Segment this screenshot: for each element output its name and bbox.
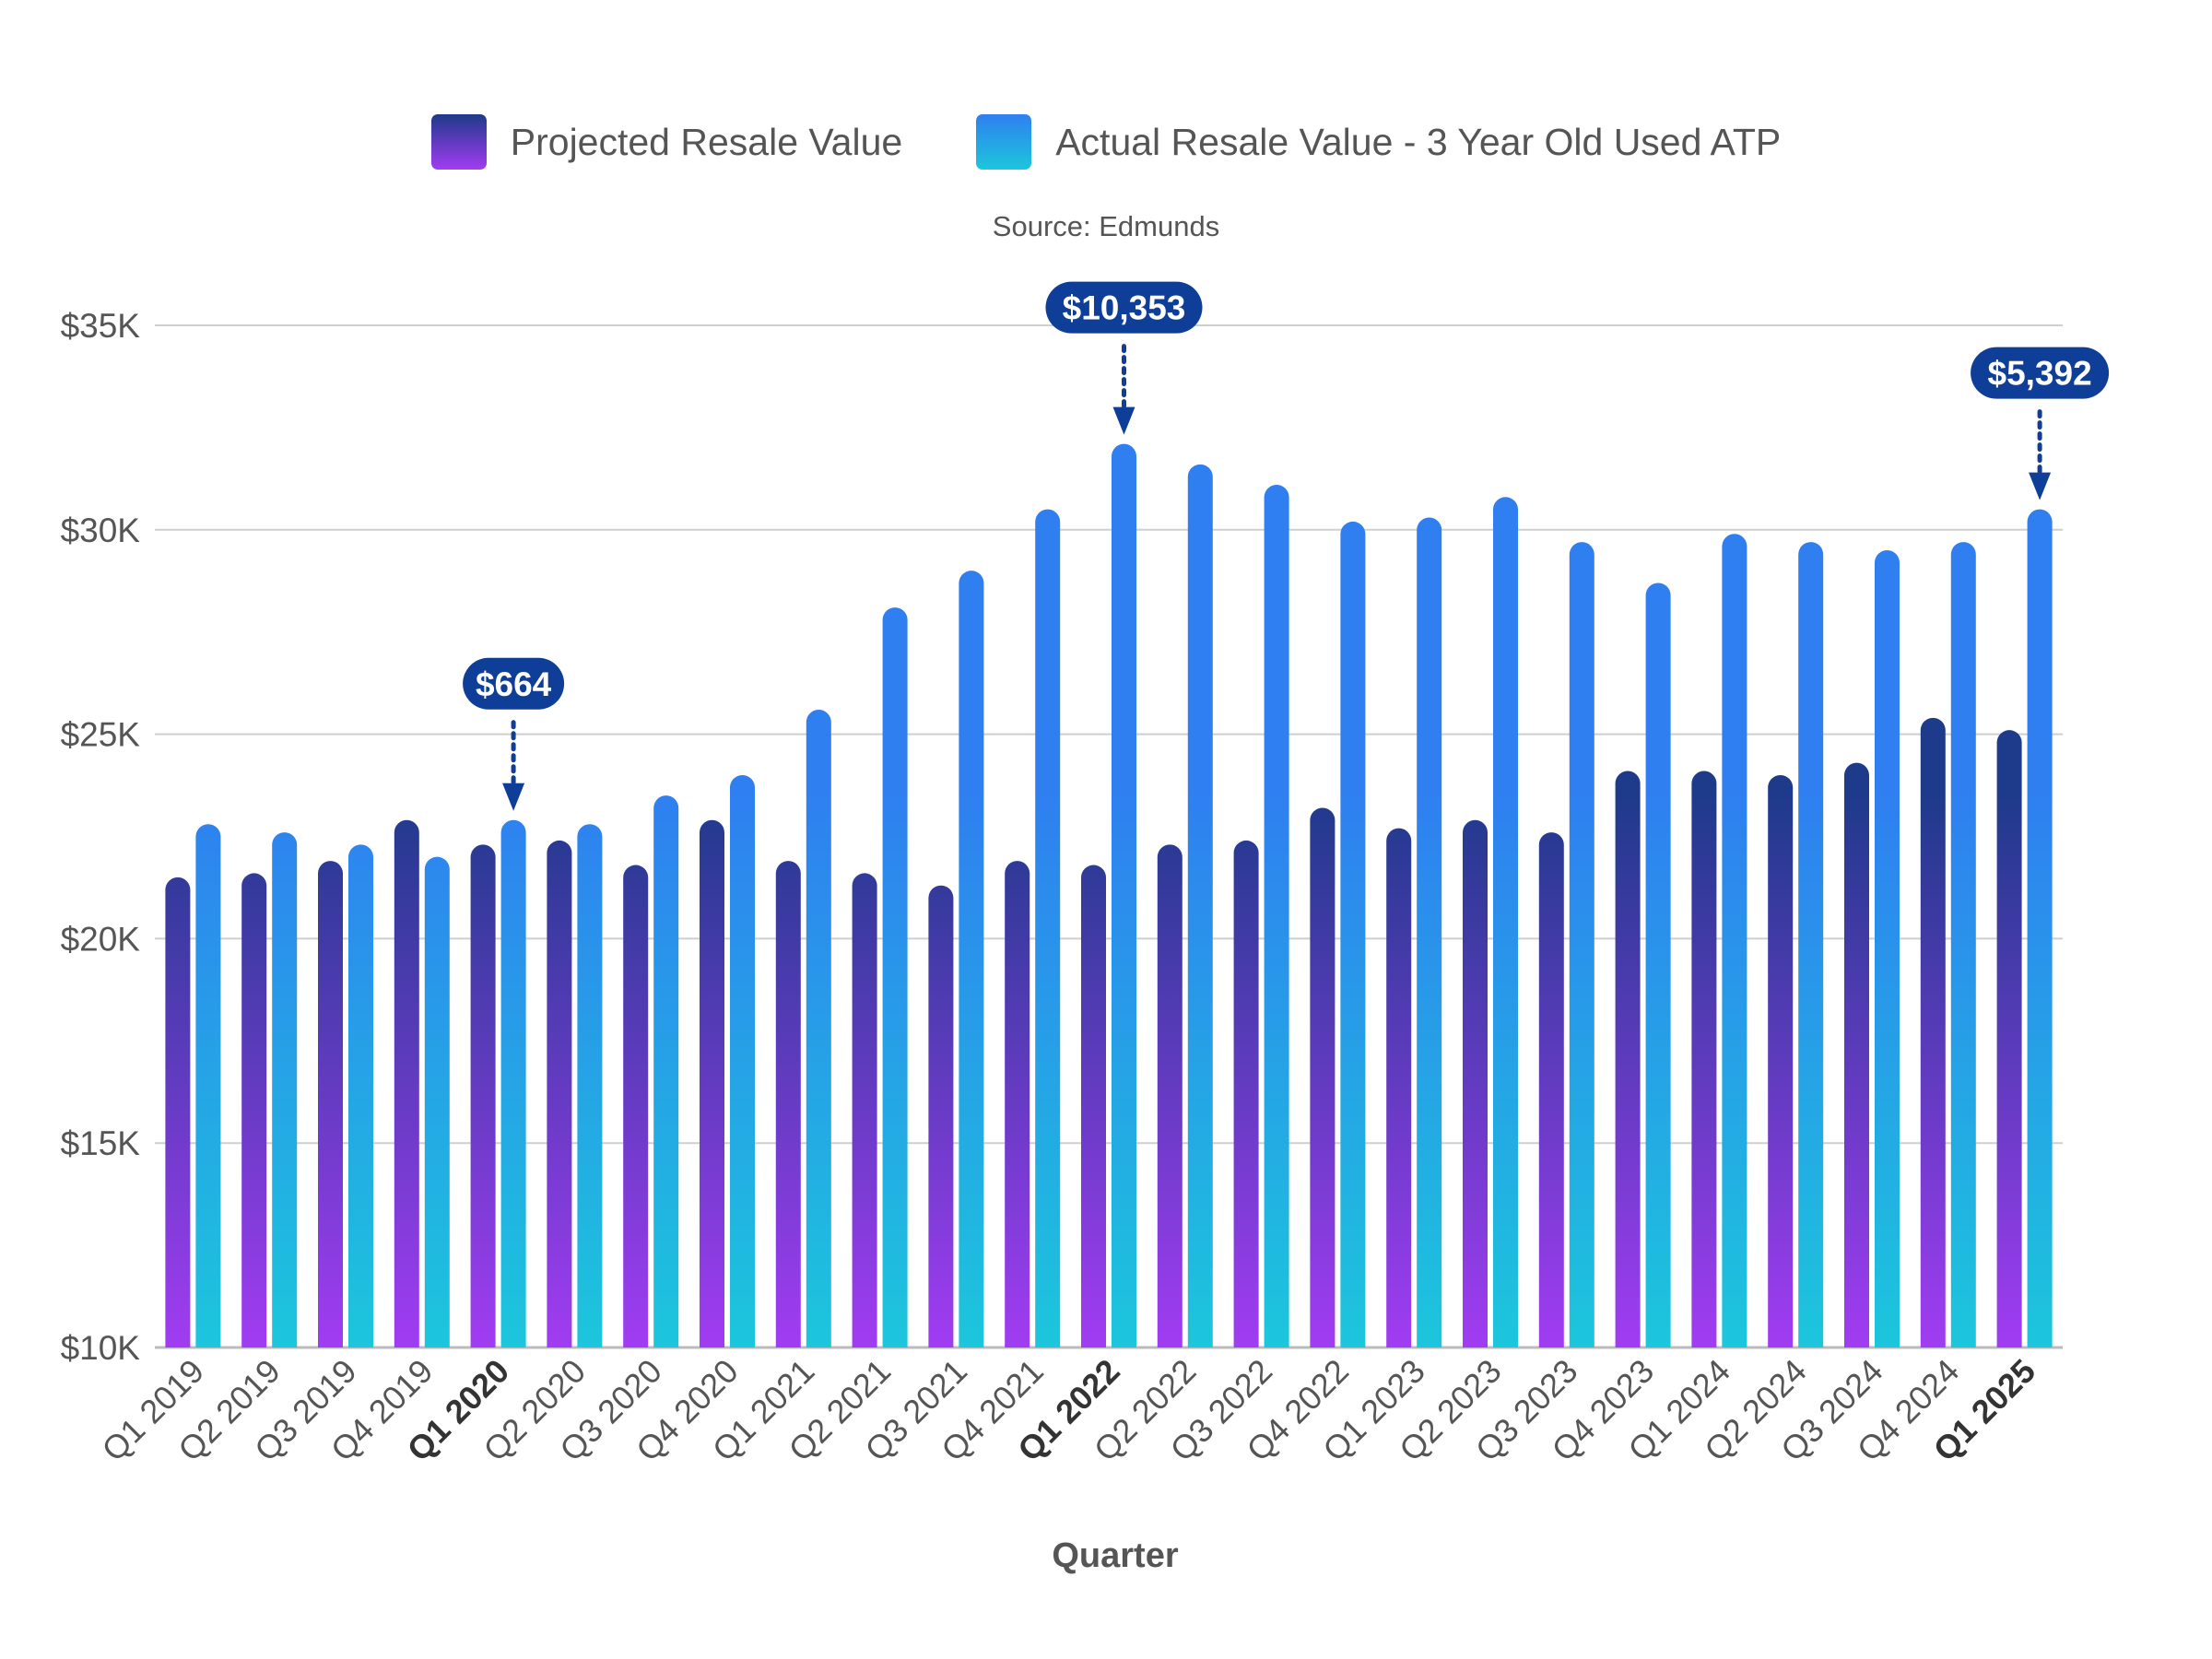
bar-projected[interactable]: [241, 873, 267, 1347]
bar-projected[interactable]: [547, 840, 572, 1347]
bar-projected[interactable]: [775, 861, 801, 1347]
annotation-arrowhead: [2029, 472, 2052, 500]
bar-actual[interactable]: [1035, 509, 1061, 1347]
bar-projected[interactable]: [1920, 717, 1946, 1347]
bar-actual[interactable]: [653, 795, 679, 1347]
bar-actual[interactable]: [500, 819, 526, 1347]
bar-actual[interactable]: [730, 774, 755, 1347]
bar-projected[interactable]: [470, 844, 496, 1347]
bar-actual[interactable]: [1569, 542, 1594, 1347]
legend-label-projected: Projected Resale Value: [510, 120, 903, 163]
bar-projected[interactable]: [1157, 844, 1182, 1347]
legend-swatch-actual: [976, 114, 1032, 170]
bar-projected[interactable]: [1005, 861, 1030, 1347]
bar-projected[interactable]: [1538, 832, 1564, 1347]
legend-swatch-projected: [430, 114, 487, 170]
annotation-arrowhead: [1112, 406, 1135, 435]
bar-projected[interactable]: [165, 877, 191, 1347]
bar-actual[interactable]: [1187, 464, 1213, 1347]
y-axis: $10K $15K $20K $25K $30K $35K: [61, 307, 141, 1367]
bar-projected[interactable]: [623, 865, 649, 1347]
y-tick-label: $20K: [61, 920, 141, 958]
bar-projected[interactable]: [1615, 771, 1641, 1347]
bar-actual[interactable]: [959, 571, 984, 1347]
legend: Projected Resale Value Actual Resale Val…: [0, 112, 2212, 171]
bar-projected[interactable]: [700, 819, 724, 1347]
annotation-pill: [1971, 347, 2110, 399]
annotation-label: $5,392: [1988, 355, 2092, 393]
bar-actual[interactable]: [195, 824, 221, 1347]
bar-projected[interactable]: [1386, 828, 1412, 1347]
bar-projected[interactable]: [1768, 774, 1794, 1347]
y-tick-label: $35K: [61, 307, 141, 345]
bar-actual[interactable]: [1112, 443, 1136, 1347]
y-tick-label: $15K: [61, 1124, 141, 1162]
annotation-pill: [463, 657, 565, 710]
bar-actual[interactable]: [1950, 542, 1976, 1347]
annotation-arrowhead: [502, 782, 525, 811]
bars: [165, 443, 2053, 1347]
y-tick-label: $10K: [61, 1329, 141, 1367]
bar-projected[interactable]: [1233, 840, 1259, 1347]
bar-actual[interactable]: [1264, 485, 1289, 1347]
bar-actual[interactable]: [1493, 497, 1518, 1347]
bar-projected[interactable]: [1463, 819, 1488, 1347]
y-tick-label: $25K: [61, 716, 141, 754]
bar-projected[interactable]: [1691, 771, 1717, 1347]
bar-actual[interactable]: [424, 856, 450, 1347]
bar-projected[interactable]: [394, 819, 419, 1347]
bar-actual[interactable]: [1798, 542, 1824, 1347]
bar-actual[interactable]: [882, 607, 908, 1347]
annotation-label: $10,353: [1063, 289, 1186, 327]
legend-label-actual: Actual Resale Value - 3 Year Old Used AT…: [1055, 120, 1782, 163]
bar-actual[interactable]: [1340, 521, 1366, 1347]
bar-actual[interactable]: [272, 832, 298, 1347]
legend-item-projected[interactable]: Projected Resale Value: [430, 114, 903, 170]
annotations: $664 $10,353 $5,392: [463, 281, 2110, 811]
bar-actual[interactable]: [1875, 549, 1900, 1347]
bar-actual[interactable]: [1417, 517, 1442, 1347]
bar-actual[interactable]: [577, 824, 603, 1347]
annotation-callout: $10,353: [1045, 281, 1203, 435]
bar-projected[interactable]: [1310, 807, 1335, 1347]
bar-actual[interactable]: [806, 709, 831, 1347]
annotation-label: $664: [476, 665, 552, 703]
bar-projected[interactable]: [928, 885, 954, 1347]
bar-projected[interactable]: [1844, 762, 1869, 1347]
bar-actual[interactable]: [1722, 534, 1747, 1347]
x-axis-title: Quarter: [1052, 1536, 1178, 1575]
bar-projected[interactable]: [1081, 865, 1106, 1347]
bar-projected[interactable]: [1996, 730, 2022, 1347]
annotation-callout: $5,392: [1971, 347, 2110, 500]
y-tick-label: $30K: [61, 512, 141, 549]
legend-item-actual[interactable]: Actual Resale Value - 3 Year Old Used AT…: [976, 114, 1781, 170]
source-note: Source: Edmunds: [992, 210, 1220, 242]
annotation-callout: $664: [463, 657, 565, 811]
bar-actual[interactable]: [1645, 582, 1671, 1347]
annotation-pill: [1045, 281, 1203, 334]
bar-actual[interactable]: [2027, 509, 2053, 1347]
bar-actual[interactable]: [348, 844, 373, 1347]
bar-projected[interactable]: [852, 873, 877, 1347]
bar-projected[interactable]: [318, 861, 343, 1347]
